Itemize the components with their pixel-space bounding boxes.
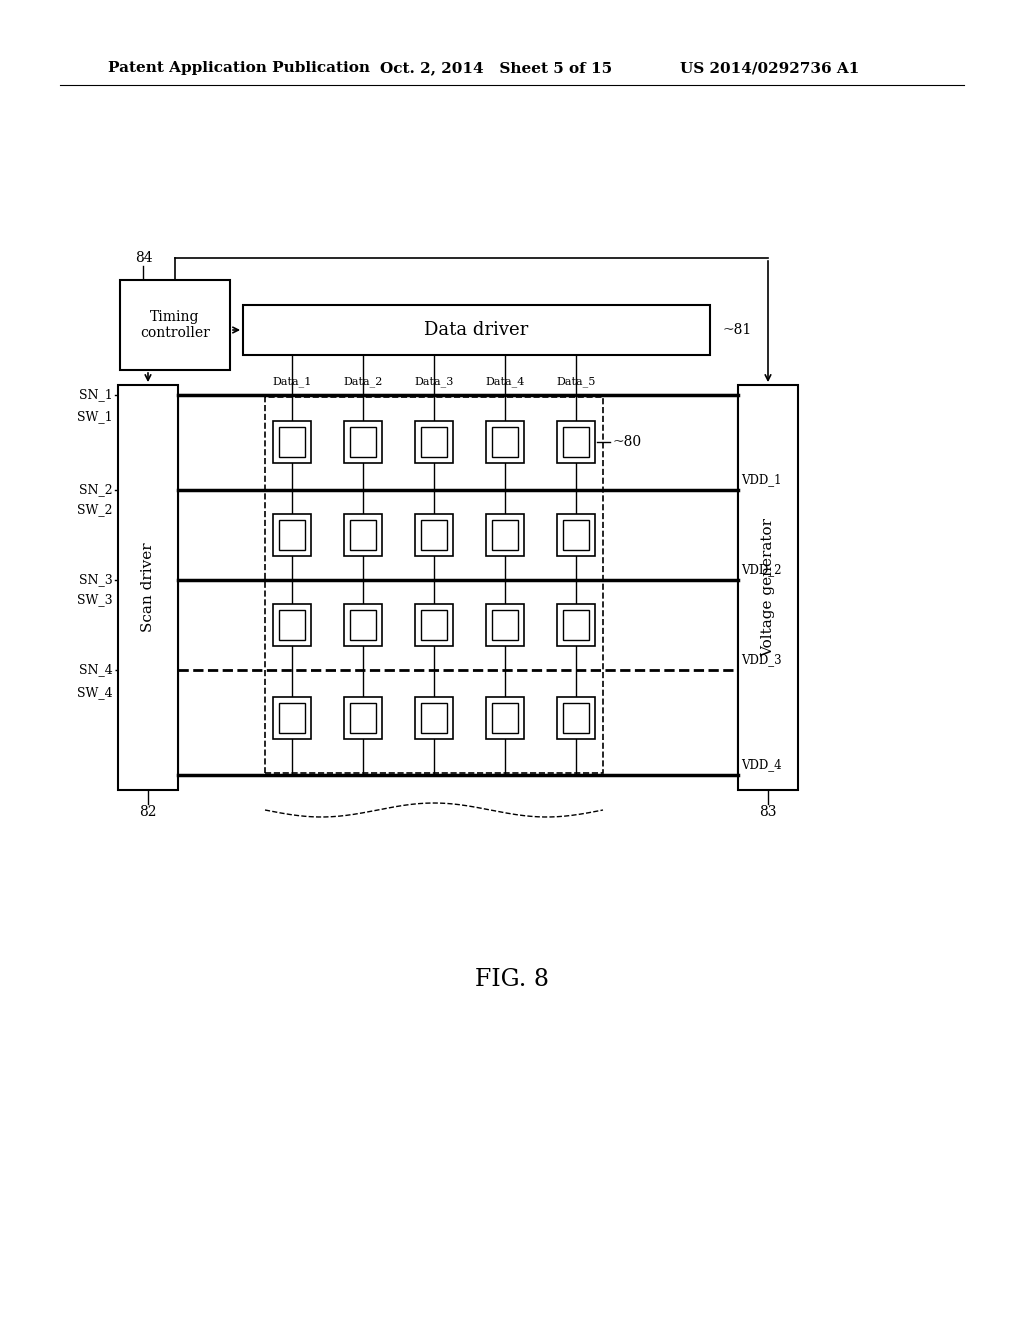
FancyBboxPatch shape — [421, 426, 447, 457]
FancyBboxPatch shape — [492, 610, 518, 640]
Text: US 2014/0292736 A1: US 2014/0292736 A1 — [680, 61, 859, 75]
FancyBboxPatch shape — [492, 704, 518, 733]
FancyBboxPatch shape — [486, 697, 524, 739]
Text: Patent Application Publication: Patent Application Publication — [108, 61, 370, 75]
FancyBboxPatch shape — [421, 610, 447, 640]
FancyBboxPatch shape — [273, 421, 311, 463]
Text: Data_4: Data_4 — [485, 376, 524, 387]
FancyBboxPatch shape — [557, 513, 595, 556]
Text: Voltage generator: Voltage generator — [761, 517, 775, 657]
FancyBboxPatch shape — [486, 605, 524, 645]
Text: SW_1: SW_1 — [78, 411, 113, 424]
Text: VDD_2: VDD_2 — [741, 564, 781, 576]
FancyBboxPatch shape — [557, 697, 595, 739]
Text: Data driver: Data driver — [424, 321, 528, 339]
Text: Data_2: Data_2 — [343, 376, 383, 387]
Text: SN_1: SN_1 — [79, 388, 113, 401]
FancyBboxPatch shape — [279, 426, 305, 457]
FancyBboxPatch shape — [421, 520, 447, 550]
Text: SN_2: SN_2 — [80, 483, 113, 496]
Text: VDD_3: VDD_3 — [741, 653, 781, 667]
Text: SN_3: SN_3 — [79, 573, 113, 586]
Text: ~81: ~81 — [722, 323, 752, 337]
Text: Data_5: Data_5 — [556, 376, 596, 387]
Text: FIG. 8: FIG. 8 — [475, 969, 549, 991]
FancyBboxPatch shape — [563, 426, 589, 457]
Text: 83: 83 — [759, 805, 777, 818]
FancyBboxPatch shape — [563, 704, 589, 733]
FancyBboxPatch shape — [350, 610, 376, 640]
Text: Scan driver: Scan driver — [141, 543, 155, 632]
FancyBboxPatch shape — [273, 697, 311, 739]
Text: SW_4: SW_4 — [78, 686, 113, 700]
Text: VDD_4: VDD_4 — [741, 758, 781, 771]
FancyBboxPatch shape — [279, 520, 305, 550]
FancyBboxPatch shape — [350, 704, 376, 733]
FancyBboxPatch shape — [557, 605, 595, 645]
Text: SW_2: SW_2 — [78, 503, 113, 516]
FancyBboxPatch shape — [492, 520, 518, 550]
Text: 84: 84 — [135, 251, 153, 265]
FancyBboxPatch shape — [279, 610, 305, 640]
FancyBboxPatch shape — [273, 605, 311, 645]
Text: 82: 82 — [139, 805, 157, 818]
Text: Timing
controller: Timing controller — [140, 310, 210, 341]
Text: SW_3: SW_3 — [78, 594, 113, 606]
FancyBboxPatch shape — [563, 520, 589, 550]
Text: SN_4: SN_4 — [79, 664, 113, 676]
FancyBboxPatch shape — [273, 513, 311, 556]
FancyBboxPatch shape — [243, 305, 710, 355]
FancyBboxPatch shape — [486, 421, 524, 463]
FancyBboxPatch shape — [118, 385, 178, 789]
FancyBboxPatch shape — [415, 513, 453, 556]
Text: Oct. 2, 2014   Sheet 5 of 15: Oct. 2, 2014 Sheet 5 of 15 — [380, 61, 612, 75]
FancyBboxPatch shape — [344, 605, 382, 645]
FancyBboxPatch shape — [344, 513, 382, 556]
FancyBboxPatch shape — [279, 704, 305, 733]
FancyBboxPatch shape — [415, 421, 453, 463]
Text: VDD_1: VDD_1 — [741, 473, 781, 486]
Text: Data_3: Data_3 — [415, 376, 454, 387]
FancyBboxPatch shape — [344, 421, 382, 463]
FancyBboxPatch shape — [557, 421, 595, 463]
FancyBboxPatch shape — [421, 704, 447, 733]
Text: Data_1: Data_1 — [272, 376, 311, 387]
FancyBboxPatch shape — [344, 697, 382, 739]
FancyBboxPatch shape — [492, 426, 518, 457]
FancyBboxPatch shape — [415, 697, 453, 739]
FancyBboxPatch shape — [563, 610, 589, 640]
Text: ~80: ~80 — [612, 436, 641, 449]
FancyBboxPatch shape — [738, 385, 798, 789]
FancyBboxPatch shape — [415, 605, 453, 645]
FancyBboxPatch shape — [486, 513, 524, 556]
FancyBboxPatch shape — [120, 280, 230, 370]
FancyBboxPatch shape — [350, 520, 376, 550]
FancyBboxPatch shape — [350, 426, 376, 457]
